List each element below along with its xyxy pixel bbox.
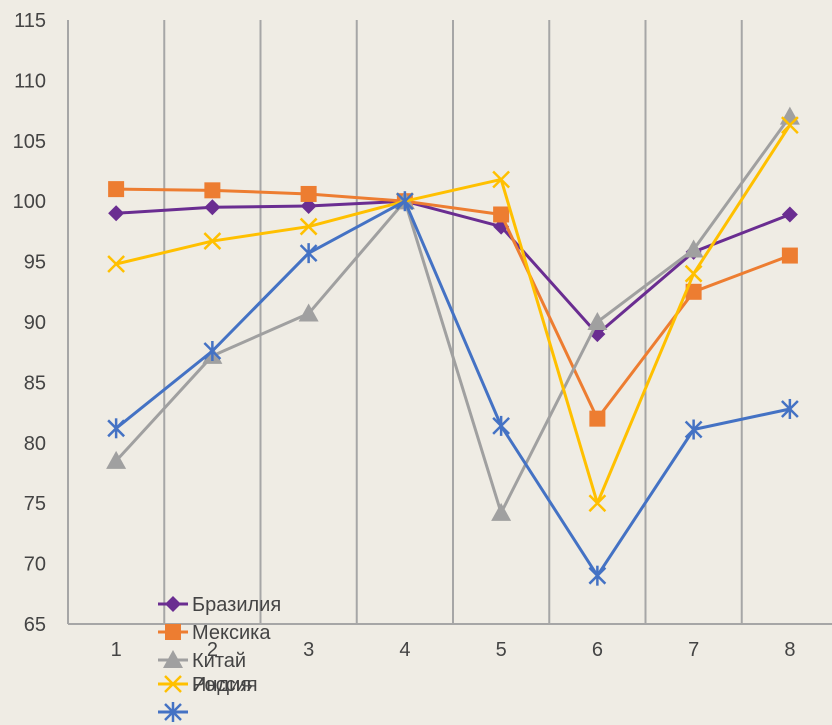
data-point — [108, 205, 125, 222]
y-tick-label: 65 — [24, 614, 46, 636]
series-4 — [107, 116, 799, 513]
y-axis-ticks: 65 70 75 80 85 90 95 100 105 110 115 — [13, 10, 46, 636]
legend-marker — [164, 702, 182, 722]
y-tick-label: 95 — [24, 252, 46, 274]
legend-entry-5 — [158, 702, 188, 722]
data-point — [683, 239, 704, 258]
legend-entry-3: Китай — [158, 650, 246, 672]
x-tick-label: 7 — [688, 639, 699, 661]
x-tick-label: 2 — [207, 639, 218, 661]
legend-label: Индия — [192, 674, 251, 696]
x-axis-ticks: 1 2 3 4 5 6 7 8 — [111, 639, 796, 661]
data-point — [780, 398, 799, 419]
data-point — [300, 198, 317, 215]
y-tick-label: 100 — [13, 191, 46, 213]
y-tick-label: 105 — [13, 131, 46, 153]
vertical-grid-lines — [163, 20, 743, 624]
legend-entry-1: Бразилия — [158, 594, 281, 616]
series-line — [115, 124, 792, 505]
legend-marker — [164, 675, 182, 693]
series-group — [106, 106, 800, 586]
y-tick-label: 110 — [14, 70, 46, 92]
legend-label: Бразилия — [192, 594, 281, 616]
data-point — [204, 182, 221, 199]
data-point — [203, 232, 222, 250]
series-line — [116, 199, 791, 336]
data-point — [493, 206, 510, 223]
data-point — [781, 206, 798, 223]
series-line — [115, 115, 792, 515]
legend-label: Россия — [192, 674, 258, 696]
x-tick-label: 5 — [496, 639, 507, 661]
y-tick-label: 85 — [24, 372, 46, 394]
x-tick-label: 8 — [784, 639, 795, 661]
data-point — [203, 340, 222, 361]
legend-entry-2: Мексика — [158, 622, 271, 644]
series-5 — [107, 191, 799, 586]
data-point — [298, 303, 319, 322]
data-point — [684, 419, 703, 440]
data-point — [588, 494, 607, 513]
data-point — [106, 450, 127, 469]
legend-entry-4: Индия — [158, 674, 251, 696]
axes — [67, 20, 832, 625]
legend-label: Китай — [192, 650, 246, 672]
data-point — [587, 312, 608, 330]
legend-label: Мексика — [192, 622, 271, 644]
y-tick-label: 75 — [24, 493, 46, 515]
data-point — [492, 415, 511, 436]
data-point — [684, 264, 703, 283]
x-tick-label: 3 — [303, 639, 314, 661]
data-point — [108, 181, 125, 198]
data-point — [204, 199, 221, 216]
x-tick-label: 1 — [111, 639, 122, 661]
data-point — [491, 502, 512, 521]
data-point — [299, 243, 318, 264]
data-point — [779, 106, 800, 125]
data-point — [780, 116, 799, 134]
series-line — [115, 199, 791, 578]
legend-marker — [163, 650, 183, 668]
x-tick-label: 4 — [399, 639, 410, 661]
legend-marker — [165, 596, 181, 612]
data-point — [107, 418, 126, 439]
data-point — [781, 247, 798, 264]
y-tick-label: 70 — [24, 554, 46, 576]
data-point — [588, 565, 607, 586]
data-point — [589, 410, 606, 427]
x-tick-label: 6 — [592, 639, 603, 661]
y-tick-label: 115 — [14, 10, 46, 32]
y-tick-label: 90 — [24, 312, 46, 334]
data-point — [300, 185, 317, 202]
data-point — [107, 255, 126, 273]
data-point — [299, 217, 318, 236]
y-tick-label: 80 — [24, 433, 46, 455]
data-point — [685, 283, 702, 300]
data-point — [492, 170, 511, 189]
data-point — [395, 191, 414, 212]
legend-marker — [165, 624, 181, 640]
